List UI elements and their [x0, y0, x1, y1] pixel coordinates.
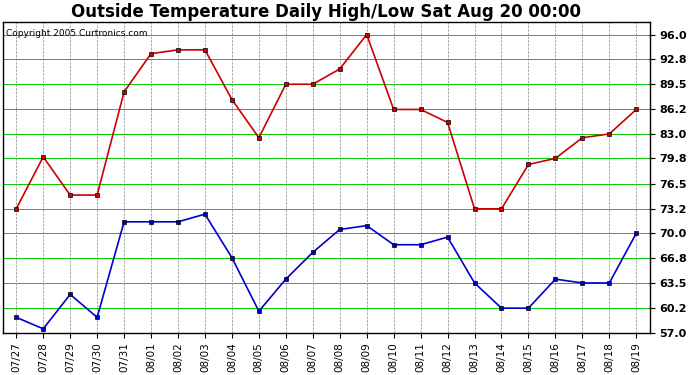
Title: Outside Temperature Daily High/Low Sat Aug 20 00:00: Outside Temperature Daily High/Low Sat A… [71, 3, 581, 21]
Text: Copyright 2005 Curtronics.com: Copyright 2005 Curtronics.com [6, 28, 148, 38]
